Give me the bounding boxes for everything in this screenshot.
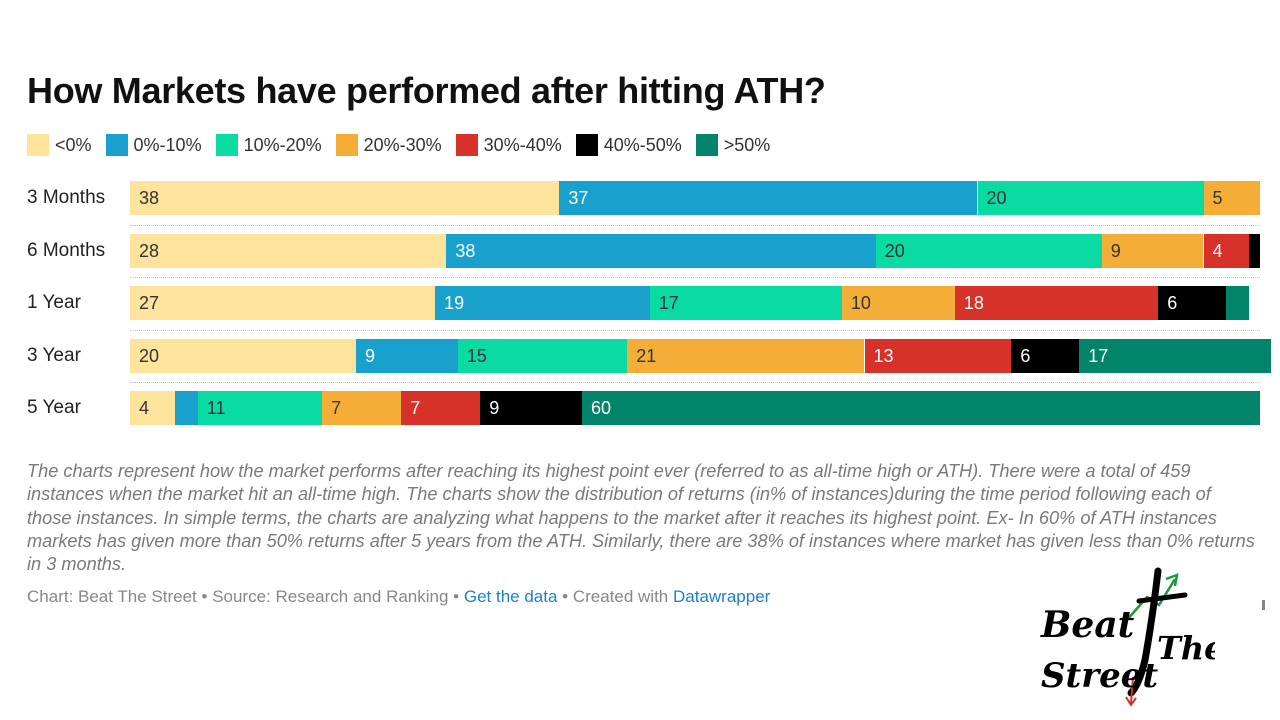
legend-item: >50% (695, 134, 771, 156)
bar-segment: 13 (864, 338, 1012, 373)
bar-segment: 17 (649, 286, 842, 321)
bar-segment: 21 (627, 338, 865, 373)
logo-word-the: The (1157, 629, 1215, 667)
source-text: Source: Research and Ranking (212, 587, 449, 606)
bar-segment: 28 (130, 233, 447, 268)
stacked-bar: 20 9 15 21 13 6 17 (130, 338, 1272, 373)
bar-segment: 9 (480, 391, 582, 426)
row-separator (130, 224, 1260, 226)
bar-segment: 19 (435, 286, 650, 321)
bar-segment: 7 (322, 391, 402, 426)
bar-segment: 5 (1203, 181, 1260, 215)
legend-item: 10%-20% (215, 134, 322, 156)
created-with-text: Created with (572, 587, 673, 606)
bar-segment: 11 (197, 391, 323, 426)
chart-footer: Chart: Beat The Street • Source: Researc… (27, 587, 770, 607)
bar-segment: 60 (582, 391, 1260, 426)
legend-label: 10%-20% (243, 134, 322, 155)
bar-segment (175, 391, 198, 426)
legend-item: 0%-10% (105, 134, 202, 156)
logo-word-beat: Beat (1040, 604, 1135, 646)
edge-mark (1262, 600, 1265, 610)
stacked-bar: 27 19 17 10 18 6 (130, 286, 1260, 321)
row-label: 3 Year (27, 344, 81, 366)
legend-label: <0% (55, 134, 92, 155)
bar-segment: 6 (1011, 338, 1080, 373)
bar-segment (1226, 286, 1249, 321)
bar-segment: 6 (1158, 286, 1227, 321)
datawrapper-link[interactable]: Datawrapper (673, 587, 771, 606)
bar-segment: 9 (1101, 233, 1204, 268)
stacked-bar-chart: 3 Months 38 37 20 5 6 Months 28 38 20 9 4 1 Year 27 1… (0, 178, 1280, 428)
bar-segment: 37 (559, 181, 978, 215)
legend-swatch (575, 134, 598, 156)
footer-separator: • (448, 587, 464, 606)
legend-item: <0% (27, 134, 92, 156)
bar-segment: 7 (401, 391, 481, 426)
bar-segment: 27 (130, 286, 436, 321)
bar-segment: 38 (130, 181, 560, 215)
row-label: 5 Year (27, 397, 81, 419)
legend-item: 20%-30% (335, 134, 442, 156)
bar-segment: 9 (356, 338, 458, 373)
legend-swatch (215, 134, 238, 156)
legend-swatch (27, 134, 49, 156)
bar-segment: 20 (130, 338, 356, 373)
stacked-bar: 38 37 20 5 (130, 181, 1260, 215)
row-separator (130, 382, 1260, 384)
stacked-bar: 4 11 7 7 9 60 (130, 391, 1260, 426)
legend-swatch (335, 134, 358, 156)
row-label: 6 Months (27, 239, 106, 261)
legend-item: 30%-40% (455, 134, 562, 156)
row-label: 1 Year (27, 292, 81, 314)
legend-label: 20%-30% (363, 134, 442, 155)
logo-word-street: Street (1041, 656, 1158, 696)
footer-separator: • (196, 587, 213, 606)
bar-segment: 17 (1079, 338, 1272, 373)
bar-segment: 10 (841, 286, 955, 321)
stacked-bar: 28 38 20 9 4 (130, 233, 1260, 268)
chart-description: The charts represent how the market perf… (27, 461, 1255, 575)
legend-swatch (455, 134, 478, 156)
bar-segment: 20 (977, 181, 1204, 215)
beat-the-street-logo: Beat The Street (1040, 567, 1215, 707)
footer-separator: • (557, 587, 573, 606)
legend-swatch (105, 134, 128, 156)
bar-segment: 15 (457, 338, 628, 373)
bar-segment: 20 (875, 233, 1102, 268)
chart-title: How Markets have performed after hitting… (27, 70, 826, 111)
bar-segment (1248, 233, 1260, 268)
legend-label: 30%-40% (483, 134, 562, 155)
legend-item: 40%-50% (575, 134, 682, 156)
bar-segment: 18 (954, 286, 1159, 321)
row-separator (130, 329, 1260, 331)
logo-t-bar (1136, 592, 1188, 604)
bar-segment: 38 (446, 233, 876, 268)
legend-swatch (695, 134, 718, 156)
down-arrow-icon (1125, 676, 1137, 707)
bar-segment: 4 (1203, 233, 1249, 268)
chart-credit: Chart: Beat The Street (27, 587, 197, 606)
legend-label: 0%-10% (133, 134, 202, 155)
row-label: 3 Months (27, 187, 106, 208)
row-separator (130, 277, 1260, 279)
legend: <0% 0%-10% 10%-20% 20%-30% 30%-40% 40%-50% >50… (27, 134, 784, 156)
get-the-data-link[interactable]: Get the data (463, 587, 558, 606)
bar-segment: 4 (130, 391, 176, 426)
legend-label: >50% (723, 134, 771, 155)
legend-label: 40%-50% (603, 134, 682, 155)
logo-t-stroke (1127, 567, 1162, 697)
